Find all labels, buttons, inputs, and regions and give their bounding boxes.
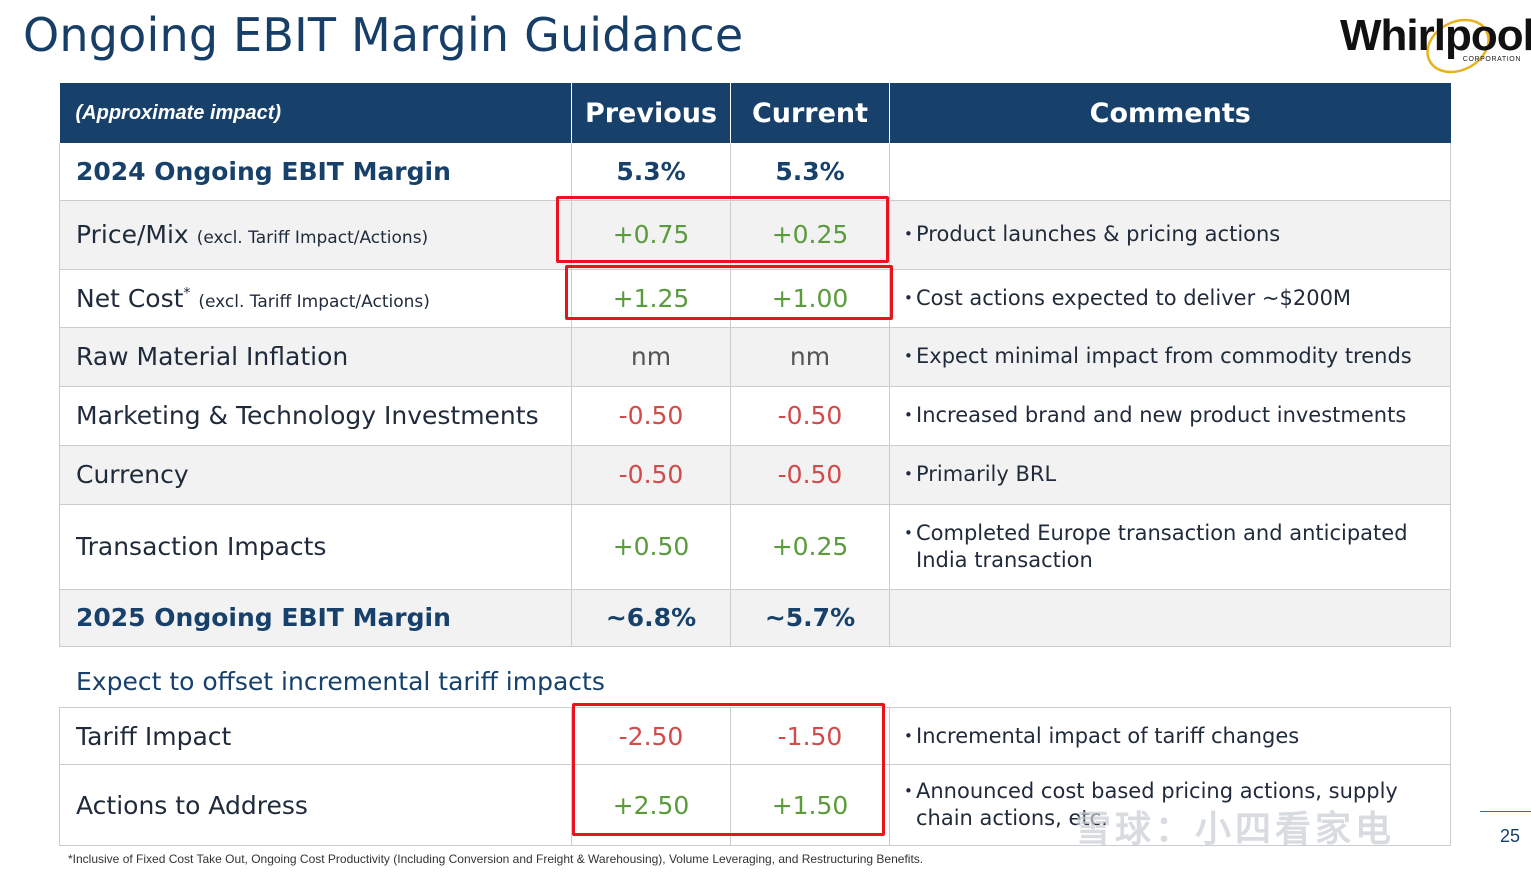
current-value: -0.50 [730,445,890,505]
previous-value: ~6.8% [571,589,731,647]
comment-text: Increased brand and new product investme… [916,403,1407,427]
table-row: 2024 Ongoing EBIT Margin 5.3% 5.3% [59,143,1451,201]
bullet-icon: • [904,225,913,243]
bullet-icon: • [904,406,913,424]
current-value: +0.25 [730,504,890,590]
bullet-icon: • [904,347,913,365]
footnote-marker: * [183,285,191,302]
header-current: Current [730,83,890,143]
bullet-icon: • [904,523,913,542]
comment-text: Product launches & pricing actions [916,222,1281,246]
page-number-rule [1480,811,1531,812]
bullet-icon: • [904,726,913,745]
comment-text: Expect minimal impact from commodity tre… [916,344,1412,368]
section-title: Expect to offset incremental tariff impa… [76,667,605,696]
comment-text: Announced cost based pricing actions, su… [916,779,1398,830]
current-value: +1.50 [730,764,890,846]
table-row: Tariff Impact -2.50 -1.50 • Incremental i… [59,707,1451,765]
row-label: Net Cost [76,283,184,313]
table-row: Actions to Address +2.50 +1.50 • Announce… [59,764,1451,846]
row-label: Tariff Impact [59,707,572,765]
row-label: Currency [59,445,572,505]
highlight-box-price-mix [556,196,889,263]
highlight-box-net-cost [565,265,893,320]
comment-cell [889,143,1451,201]
highlight-box-tariff [572,703,885,836]
whirlpool-logo: Whirlpool CORPORATION [1340,10,1531,74]
comment-cell: • Announced cost based pricing actions, s… [889,764,1451,846]
current-value: +0.25 [730,200,890,270]
row-note: (excl. Tariff Impact/Actions) [198,291,430,312]
watermark: 雪球：小四看家电 [1075,809,1396,850]
table-row: Marketing & Technology Investments -0.50… [59,386,1451,446]
row-label: Marketing & Technology Investments [59,386,572,446]
row-label: Actions to Address [59,764,572,846]
table-row: Price/Mix (excl. Tariff Impact/Actions) … [59,200,1451,270]
bullet-icon: • [904,465,913,483]
header-approximate-impact: (Approximate impact) [59,83,572,143]
tariff-table: Tariff Impact -2.50 -1.50 • Incremental i… [59,707,1451,846]
page-number: 25 [1500,826,1521,846]
row-label: Price/Mix [76,220,189,249]
row-label: 2024 Ongoing EBIT Margin [59,143,572,201]
comment-cell: • Cost actions expected to deliver ~$200M [889,269,1451,328]
row-note: (excl. Tariff Impact/Actions) [196,228,429,248]
comment-cell: • Increased brand and new product investm… [889,386,1451,446]
table-header: (Approximate impact) Previous Current Co… [59,83,1451,143]
previous-value: -0.50 [571,386,731,446]
comment-cell: • Product launches & pricing actions [889,200,1451,270]
logo-subtitle: CORPORATION [1462,56,1521,63]
current-value: 5.3% [730,143,890,201]
row-label: 2025 Ongoing EBIT Margin [59,589,572,647]
logo-swoosh-icon [1426,18,1490,74]
table-row: 2025 Ongoing EBIT Margin ~6.8% ~5.7% [59,589,1451,647]
logo-wordmark: Whirlpool [1340,11,1531,60]
previous-value: +0.75 [571,200,731,270]
row-label-cell: Net Cost* (excl. Tariff Impact/Actions) [59,269,572,328]
table-row: Raw Material Inflation nm nm • Expect min… [59,327,1451,387]
previous-value: +0.50 [571,504,731,590]
previous-value: -0.50 [571,445,731,505]
footnote: *Inclusive of Fixed Cost Take Out, Ongoi… [68,852,924,866]
previous-value: +2.50 [571,764,731,846]
row-label: Transaction Impacts [59,504,572,590]
previous-value: nm [571,327,731,387]
comment-text: Completed Europe transaction and anticip… [916,520,1408,572]
comment-cell: • Expect minimal impact from commodity tr… [889,327,1451,387]
bullet-icon: • [904,782,913,800]
guidance-table: (Approximate impact) Previous Current Co… [59,83,1451,647]
comment-cell: • Primarily BRL [889,445,1451,505]
page-title: Ongoing EBIT Margin Guidance [23,8,744,62]
comment-text: Incremental impact of tariff changes [916,723,1300,748]
row-label-cell: Price/Mix (excl. Tariff Impact/Actions) [59,200,572,270]
comment-text: Primarily BRL [916,462,1057,486]
previous-value: -2.50 [571,707,731,765]
current-value: nm [730,327,890,387]
table-row: Currency -0.50 -0.50 • Primarily BRL [59,445,1451,505]
comment-cell: • Completed Europe transaction and antici… [889,504,1451,590]
header-previous: Previous [571,83,731,143]
table-row: Transaction Impacts +0.50 +0.25 • Complet… [59,504,1451,590]
previous-value: 5.3% [571,143,731,201]
current-value: -1.50 [730,707,890,765]
current-value: ~5.7% [730,589,890,647]
current-value: -0.50 [730,386,890,446]
comment-cell: • Incremental impact of tariff changes [889,707,1451,765]
comment-text: Cost actions expected to deliver ~$200M [916,285,1352,310]
bullet-icon: • [904,288,913,307]
header-comments: Comments [889,83,1451,143]
comment-cell [889,589,1451,647]
row-label: Raw Material Inflation [59,327,572,387]
